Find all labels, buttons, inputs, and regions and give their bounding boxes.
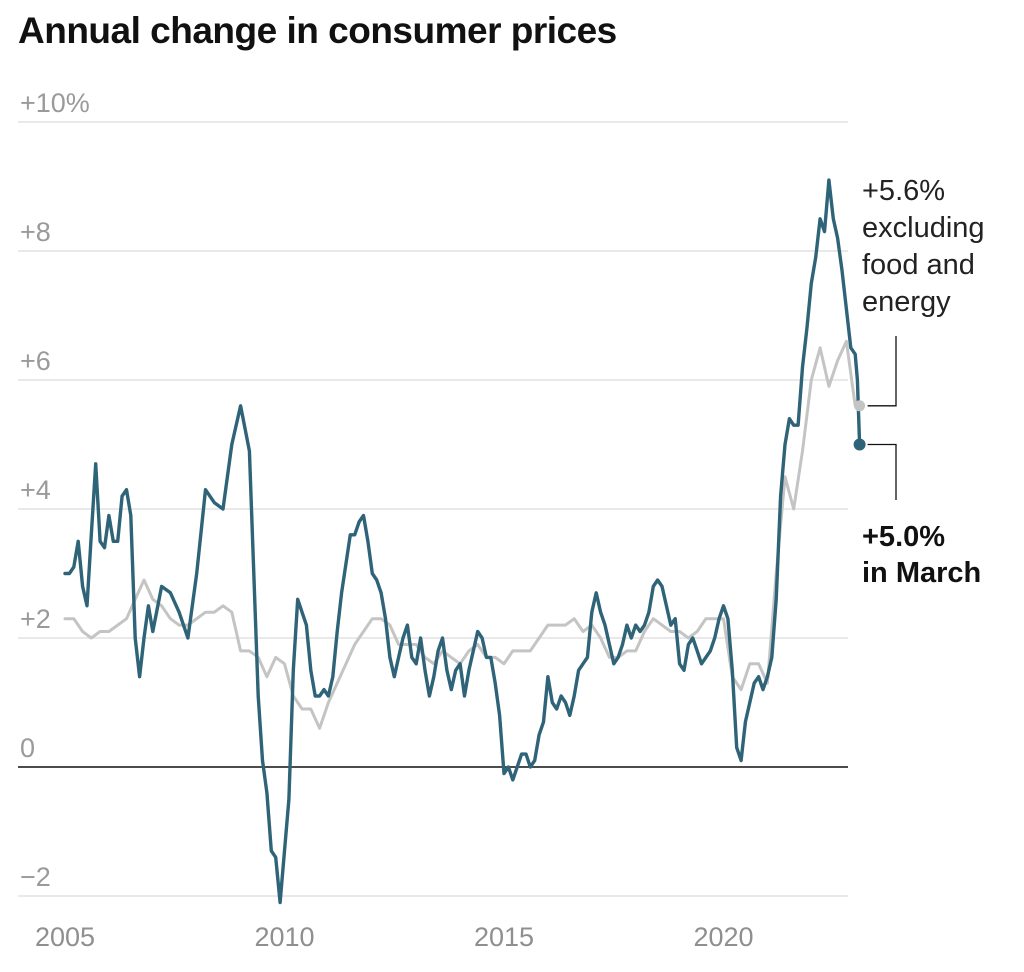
series-lines [63,178,862,905]
annotation-core-value: +5.6% [862,175,945,207]
grid-lines [18,121,848,897]
annotation-headline-label: in March [862,557,981,589]
leader-line-headline [867,443,897,500]
x-tick-label: 2020 [693,922,753,952]
y-tick-label: +10% [20,88,90,118]
y-tick-label: +2 [20,604,51,634]
series-end-dot-core [854,400,866,412]
y-tick-label: −2 [20,862,51,892]
annotation-core-label: food and [862,249,975,281]
leader-line-core [867,336,897,407]
x-tick-label: 2010 [254,922,314,952]
y-tick-label: 0 [20,733,35,763]
annotation-core-label: excluding [862,212,985,244]
y-tick-label: +6 [20,346,51,376]
y-axis-ticks: +10% +8 +6 +4 +2 0 −2 [20,88,90,892]
chart-title: Annual change in consumer prices [18,10,617,51]
y-tick-label: +4 [20,475,51,505]
x-tick-label: 2015 [474,922,534,952]
y-tick-label: +8 [20,217,51,247]
end-annotations: +5.6% excluding food and energy +5.0% in Marc… [853,175,985,589]
x-tick-label: 2005 [35,922,95,952]
annotation-headline-value: +5.0% [862,521,945,553]
series-line-headline [63,178,862,905]
x-axis-ticks: 2005 2010 2015 2020 [35,922,754,952]
annotation-core-label: energy [862,286,951,318]
series-end-dot-headline [853,438,866,451]
